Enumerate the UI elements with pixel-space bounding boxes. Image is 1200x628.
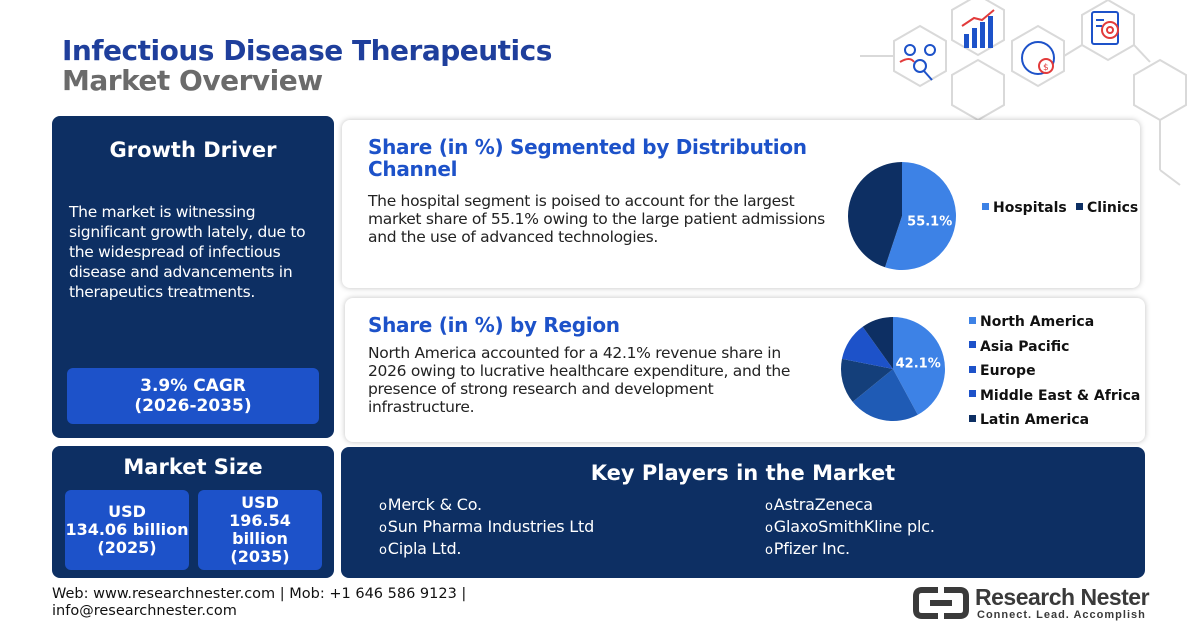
player-item: oSun Pharma Industries Ltd — [379, 517, 594, 536]
logo-tagline: Connect. Lead. Accomplish — [977, 609, 1146, 621]
pie-data-label: 55.1% — [907, 214, 952, 229]
legend-label: Clinics — [1087, 200, 1139, 216]
legend-label: Europe — [980, 363, 1036, 379]
logo-name: Research Nester — [975, 584, 1150, 610]
research-nester-logo: Research Nester Connect. Lead. Accomplis… — [912, 584, 1152, 624]
legend-swatch — [969, 316, 976, 324]
bullet: o — [765, 543, 773, 558]
player-item: oAstraZeneca — [765, 495, 873, 514]
market-size-panel: Market Size USD 134.06 billion (2025) US… — [52, 446, 334, 578]
player-item: oCipla Ltd. — [379, 539, 462, 558]
logo-icon — [913, 587, 969, 619]
legend-swatch — [969, 414, 976, 422]
svg-text:$: $ — [1043, 63, 1049, 73]
bullet: o — [379, 521, 387, 536]
key-players-panel: Key Players in the Market oMerck & Co. o… — [341, 447, 1145, 578]
market-size-2035-year: (2035) — [230, 547, 290, 566]
player-name: Pfizer Inc. — [773, 539, 850, 558]
legend-asia-pacific: Asia Pacific — [969, 339, 1069, 355]
region-card: Share (in %) by Region North America acc… — [345, 298, 1145, 442]
market-size-heading: Market Size — [123, 455, 263, 479]
bullet: o — [379, 499, 387, 514]
player-name: AstraZeneca — [773, 495, 873, 514]
legend-swatch — [969, 341, 976, 348]
region-heading: Share (in %) by Region — [368, 313, 620, 337]
player-name: GlaxoSmithKline plc. — [773, 517, 935, 536]
globe-dollar-icon: $ — [1021, 41, 1055, 75]
legend-middle-east-africa: Middle East & Africa — [969, 388, 1140, 404]
page-subtitle: Market Overview — [62, 64, 323, 97]
player-name: Sun Pharma Industries Ltd — [387, 517, 595, 536]
legend-label: Asia Pacific — [980, 338, 1070, 355]
bullet: o — [765, 521, 773, 536]
footer-email: info@researchnester.com — [52, 603, 237, 619]
market-size-2035-currency: USD — [241, 493, 279, 512]
market-size-2025-currency: USD — [108, 502, 146, 521]
player-name: Merck & Co. — [387, 495, 482, 514]
pie-slice-north-america — [893, 317, 945, 415]
legend-label: Hospitals — [993, 200, 1067, 216]
legend-swatch — [982, 202, 989, 210]
region-pie-chart: 42.1% — [841, 317, 945, 421]
market-size-2035-unit: billion — [232, 529, 288, 548]
legend-clinics: Clinics — [1076, 200, 1138, 216]
player-item: oGlaxoSmithKline plc. — [765, 517, 935, 536]
bullet: o — [765, 499, 773, 514]
legend-label: North America — [980, 314, 1095, 330]
distribution-heading: Share (in %) Segmented by Distribution C… — [368, 135, 807, 181]
player-item: oMerck & Co. — [379, 495, 482, 514]
legend-swatch — [969, 365, 976, 373]
network-users-icon — [899, 44, 936, 81]
market-size-2025: USD 134.06 billion (2025) — [65, 490, 189, 570]
cagr-value: 3.9% CAGR — [140, 376, 246, 396]
legend-europe: Europe — [969, 363, 1036, 379]
legend-swatch — [969, 390, 976, 397]
distribution-pie-chart: 55.1% — [848, 162, 956, 270]
pie-slice-clinics — [848, 162, 902, 268]
growth-driver-heading: Growth Driver — [109, 138, 277, 162]
distribution-text: The hospital segment is poised to accoun… — [368, 192, 825, 246]
market-size-2025-year: (2025) — [97, 538, 157, 557]
bar-chart-growth-icon — [961, 9, 995, 48]
pie-slice-asia-pacific — [852, 369, 918, 421]
page-title: Infectious Disease Therapeutics — [62, 34, 552, 67]
region-text: North America accounted for a 42.1% reve… — [368, 344, 791, 416]
legend-swatch — [1076, 202, 1083, 210]
cagr-badge: 3.9% CAGR (2026-2035) — [67, 368, 319, 424]
hexagon-decoration: $ — [860, 0, 1187, 186]
player-name: Cipla Ltd. — [387, 539, 462, 558]
legend-latin-america: Latin America — [969, 412, 1089, 428]
pie-slice-latin-america — [862, 317, 893, 369]
cagr-period: (2026-2035) — [134, 396, 252, 416]
market-size-2035-value: 196.54 — [229, 511, 291, 530]
market-size-2025-value: 134.06 billion — [65, 520, 189, 539]
legend-hospitals: Hospitals — [982, 200, 1067, 216]
legend-north-america: North America — [969, 314, 1094, 330]
bullet: o — [379, 543, 387, 558]
legend-label: Middle East & Africa — [980, 387, 1141, 404]
distribution-card: Share (in %) Segmented by Distribution C… — [342, 120, 1140, 288]
pie-slice-hospitals — [884, 162, 956, 270]
pie-data-label: 42.1% — [896, 357, 941, 372]
footer-contact: Web: www.researchnester.com | Mob: +1 64… — [52, 586, 467, 602]
pie-slice-middle-east-africa — [841, 326, 893, 369]
key-players-heading: Key Players in the Market — [590, 461, 896, 485]
growth-driver-panel: Growth Driver The market is witnessing s… — [52, 116, 334, 438]
pie-slice-europe — [841, 358, 893, 402]
market-size-2035: USD 196.54 billion (2035) — [198, 490, 322, 570]
player-item: oPfizer Inc. — [765, 539, 850, 558]
legend-label: Latin America — [980, 412, 1090, 428]
target-clipboard-icon — [1091, 11, 1119, 45]
growth-driver-text: The market is witnessing significant gro… — [69, 203, 306, 301]
